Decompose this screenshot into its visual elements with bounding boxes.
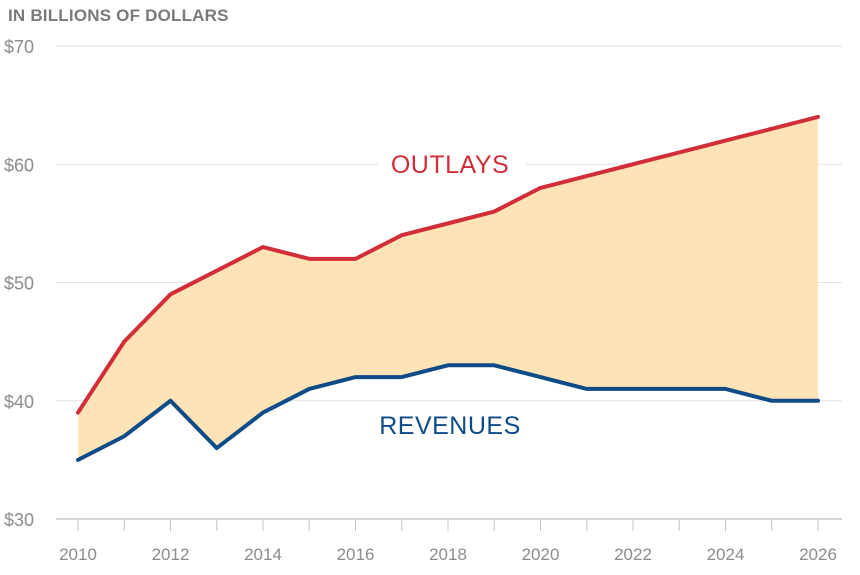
y-axis-unit-label: IN BILLIONS OF DOLLARS (8, 6, 229, 25)
x-tick-label: 2010 (59, 545, 97, 564)
x-tick-label: 2018 (429, 545, 467, 564)
y-tick-label: $40 (4, 392, 34, 412)
revenues-label: REVENUES (379, 412, 521, 440)
series-line-outlays (76, 114, 820, 415)
x-tick-label: 2016 (337, 545, 375, 564)
label-background (378, 150, 526, 180)
x-tick-label: 2014 (244, 545, 282, 564)
deficit-fill-area (78, 116, 818, 460)
x-tick-label: 2026 (799, 545, 837, 564)
outlays-label: OUTLAYS (391, 151, 509, 179)
series-labels: OUTLAYS REVENUES (378, 150, 526, 440)
y-tick-label: $30 (4, 510, 34, 530)
x-axis: 2010 2012 2014 2016 2018 2020 2022 2024 2026 (56, 518, 842, 564)
x-tick-label: 2020 (522, 545, 560, 564)
y-tick-label: $50 (4, 274, 34, 294)
x-tick-label: 2024 (707, 545, 745, 564)
x-tick-label: 2012 (152, 545, 190, 564)
x-tick-label: 2022 (614, 545, 652, 564)
y-tick-label: $60 (4, 155, 34, 175)
y-tick-label: $70 (4, 37, 34, 57)
y-axis: $30 $40 $50 $60 $70 (4, 37, 34, 530)
series-lines (76, 114, 820, 462)
series-line-revenues (76, 363, 820, 462)
